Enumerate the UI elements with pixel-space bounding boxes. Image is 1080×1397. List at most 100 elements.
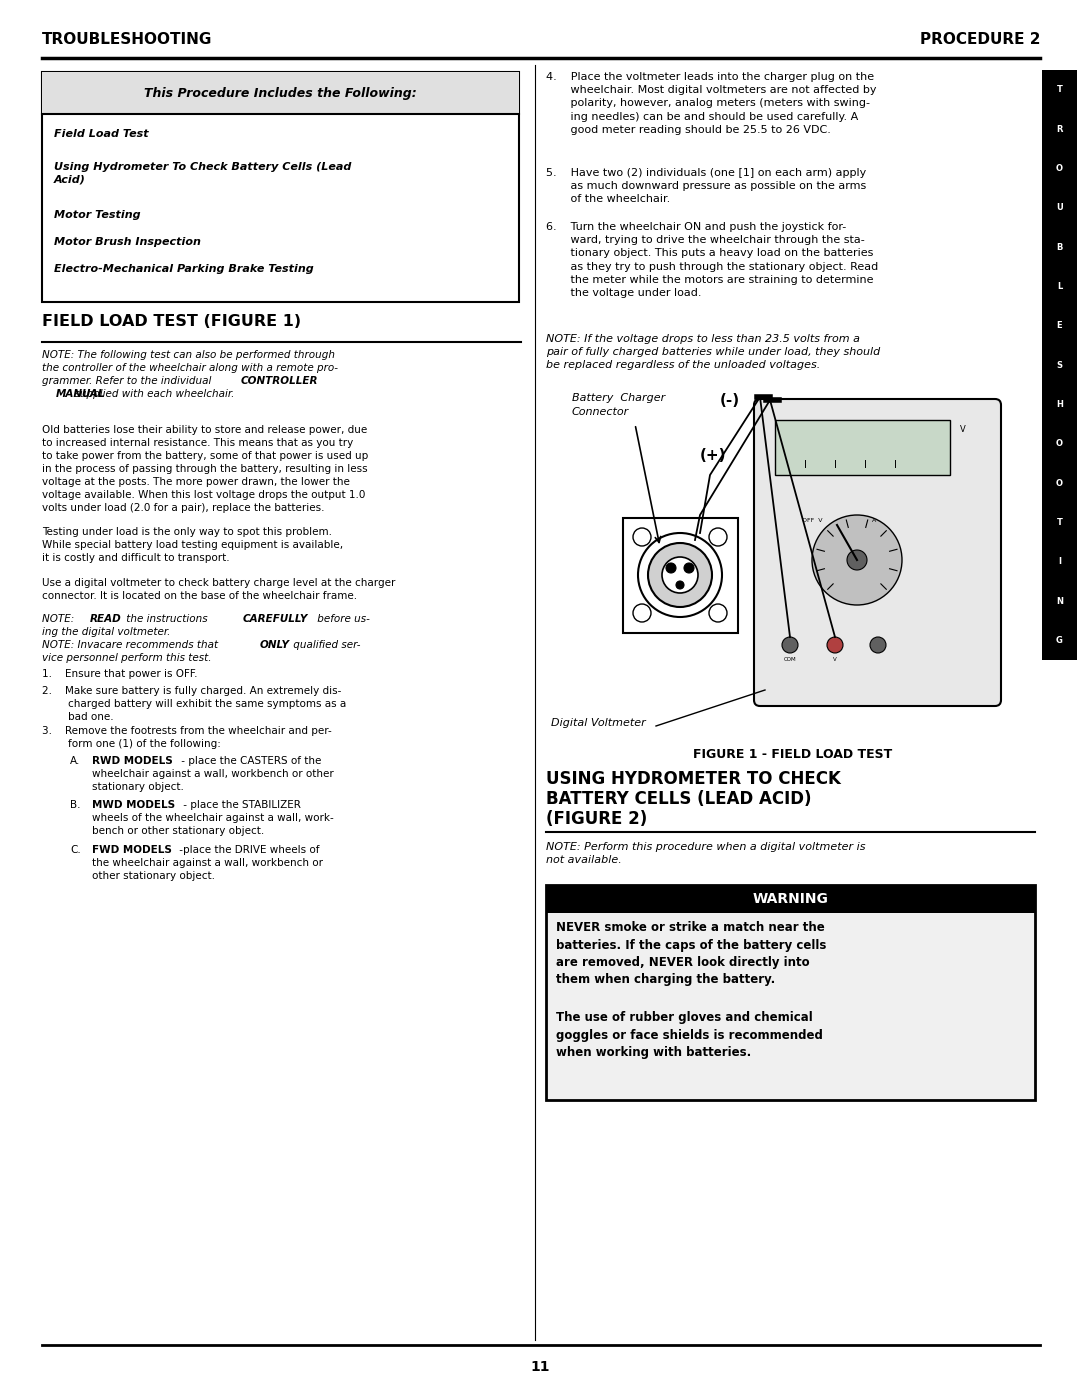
Text: NOTE: The following test can also be performed through
the controller of the whe: NOTE: The following test can also be per…	[42, 351, 338, 400]
Text: (+): (+)	[700, 448, 727, 462]
Text: H: H	[1056, 400, 1063, 409]
Text: E: E	[1056, 321, 1063, 330]
Text: N: N	[1056, 597, 1063, 605]
Text: vice personnel perform this test.: vice personnel perform this test.	[42, 652, 212, 664]
Text: the instructions: the instructions	[123, 615, 211, 624]
Text: - place the STABILIZER: - place the STABILIZER	[180, 800, 301, 810]
Text: READ: READ	[90, 615, 122, 624]
Text: qualified ser-: qualified ser-	[291, 640, 361, 650]
Circle shape	[676, 581, 684, 590]
Circle shape	[827, 637, 843, 652]
Text: NOTE:: NOTE:	[42, 615, 78, 624]
Text: wheels of the wheelchair against a wall, work-: wheels of the wheelchair against a wall,…	[92, 813, 334, 823]
Text: other stationary object.: other stationary object.	[92, 870, 215, 882]
Text: A: A	[872, 518, 876, 522]
Text: CONTROLLER: CONTROLLER	[241, 377, 319, 387]
Text: MANUAL: MANUAL	[56, 388, 106, 400]
Circle shape	[870, 637, 886, 652]
Circle shape	[684, 563, 694, 573]
Text: (FIGURE 2): (FIGURE 2)	[546, 810, 647, 828]
FancyBboxPatch shape	[754, 400, 1001, 705]
Text: T: T	[1056, 518, 1063, 527]
Text: S: S	[1056, 360, 1063, 369]
Text: R: R	[1056, 124, 1063, 134]
Text: Testing under load is the only way to spot this problem.
While special battery l: Testing under load is the only way to sp…	[42, 527, 343, 563]
Text: wheelchair against a wall, workbench or other: wheelchair against a wall, workbench or …	[92, 768, 334, 780]
Text: 3.    Remove the footrests from the wheelchair and per-
        form one (1) of : 3. Remove the footrests from the wheelch…	[42, 726, 332, 749]
Bar	[1042, 70, 1077, 659]
Text: T: T	[1056, 85, 1063, 94]
Text: FIELD LOAD TEST (FIGURE 1): FIELD LOAD TEST (FIGURE 1)	[42, 314, 301, 330]
Text: FWD MODELS: FWD MODELS	[92, 845, 172, 855]
Text: before us-: before us-	[314, 615, 369, 624]
Bar	[623, 518, 738, 633]
Bar	[546, 886, 1035, 914]
Text: L: L	[1057, 282, 1062, 291]
Text: NOTE: Invacare recommends that: NOTE: Invacare recommends that	[42, 640, 221, 650]
Circle shape	[638, 534, 723, 617]
Text: -place the DRIVE wheels of: -place the DRIVE wheels of	[176, 845, 320, 855]
Text: This Procedure Includes the Following:: This Procedure Includes the Following:	[144, 87, 417, 99]
Text: 5.    Have two (2) individuals (one [1] on each arm) apply
       as much downwa: 5. Have two (2) individuals (one [1] on …	[546, 168, 866, 204]
Text: COM: COM	[784, 657, 796, 662]
Text: MWD MODELS: MWD MODELS	[92, 800, 175, 810]
Text: USING HYDROMETER TO CHECK: USING HYDROMETER TO CHECK	[546, 770, 841, 788]
Circle shape	[812, 515, 902, 605]
Circle shape	[708, 528, 727, 546]
Text: U: U	[1056, 203, 1063, 212]
Text: ing the digital voltmeter.: ing the digital voltmeter.	[42, 627, 171, 637]
Text: Digital Voltmeter: Digital Voltmeter	[551, 718, 646, 728]
Text: BATTERY CELLS (LEAD ACID): BATTERY CELLS (LEAD ACID)	[546, 789, 811, 807]
Text: Battery  Charger: Battery Charger	[572, 393, 665, 402]
Text: V: V	[960, 425, 966, 434]
Text: CAREFULLY: CAREFULLY	[243, 615, 309, 624]
Text: O: O	[1056, 163, 1063, 173]
Bar	[42, 73, 519, 302]
Text: 4.    Place the voltmeter leads into the charger plug on the
       wheelchair. : 4. Place the voltmeter leads into the ch…	[546, 73, 877, 134]
Text: 11: 11	[530, 1361, 550, 1375]
Text: FIGURE 1 - FIELD LOAD TEST: FIGURE 1 - FIELD LOAD TEST	[693, 747, 893, 761]
Text: Using Hydrometer To Check Battery Cells (Lead
Acid): Using Hydrometer To Check Battery Cells …	[54, 162, 351, 184]
Bar	[42, 73, 519, 115]
Text: RWD MODELS: RWD MODELS	[92, 756, 173, 766]
Text: 1.    Ensure that power is OFF.: 1. Ensure that power is OFF.	[42, 669, 198, 679]
Text: stationary object.: stationary object.	[92, 782, 184, 792]
Text: Motor Brush Inspection: Motor Brush Inspection	[54, 237, 201, 247]
Text: Use a digital voltmeter to check battery charge level at the charger
connector. : Use a digital voltmeter to check battery…	[42, 578, 395, 601]
Text: Electro-Mechanical Parking Brake Testing: Electro-Mechanical Parking Brake Testing	[54, 264, 314, 274]
Circle shape	[662, 557, 698, 592]
Bar	[775, 420, 950, 475]
Text: B.: B.	[70, 800, 81, 810]
Text: NOTE: Perform this procedure when a digital voltmeter is
not available.: NOTE: Perform this procedure when a digi…	[546, 842, 865, 865]
Text: O: O	[1056, 439, 1063, 448]
Text: TROUBLESHOOTING: TROUBLESHOOTING	[42, 32, 213, 47]
Text: Old batteries lose their ability to store and release power, due
to increased in: Old batteries lose their ability to stor…	[42, 425, 368, 513]
Text: bench or other stationary object.: bench or other stationary object.	[92, 826, 265, 835]
Text: OFF  V: OFF V	[802, 518, 823, 522]
Bar	[546, 886, 1035, 1099]
Text: WARNING: WARNING	[753, 893, 828, 907]
Text: 2.    Make sure battery is fully charged. An extremely dis-
        charged batt: 2. Make sure battery is fully charged. A…	[42, 686, 347, 722]
Text: The use of rubber gloves and chemical
goggles or face shields is recommended
whe: The use of rubber gloves and chemical go…	[556, 1011, 823, 1059]
Text: A.: A.	[70, 756, 80, 766]
Text: V: V	[833, 657, 837, 662]
Text: PROCEDURE 2: PROCEDURE 2	[919, 32, 1040, 47]
Text: 6.    Turn the wheelchair ON and push the joystick for-
       ward, trying to d: 6. Turn the wheelchair ON and push the j…	[546, 222, 878, 298]
Text: (-): (-)	[720, 393, 740, 408]
Circle shape	[708, 604, 727, 622]
Text: NOTE: If the voltage drops to less than 23.5 volts from a
pair of fully charged : NOTE: If the voltage drops to less than …	[546, 334, 880, 370]
Text: ONLY: ONLY	[260, 640, 291, 650]
Circle shape	[633, 604, 651, 622]
Text: - place the CASTERS of the: - place the CASTERS of the	[178, 756, 322, 766]
Circle shape	[847, 550, 867, 570]
Text: C.: C.	[70, 845, 81, 855]
Text: the wheelchair against a wall, workbench or: the wheelchair against a wall, workbench…	[92, 858, 323, 868]
Circle shape	[782, 637, 798, 652]
Text: O: O	[1056, 479, 1063, 488]
Text: Motor Testing: Motor Testing	[54, 210, 140, 219]
Circle shape	[633, 528, 651, 546]
Text: NEVER smoke or strike a match near the
batteries. If the caps of the battery cel: NEVER smoke or strike a match near the b…	[556, 921, 826, 986]
Circle shape	[648, 543, 712, 608]
Text: Field Load Test: Field Load Test	[54, 129, 149, 138]
Text: B: B	[1056, 243, 1063, 251]
